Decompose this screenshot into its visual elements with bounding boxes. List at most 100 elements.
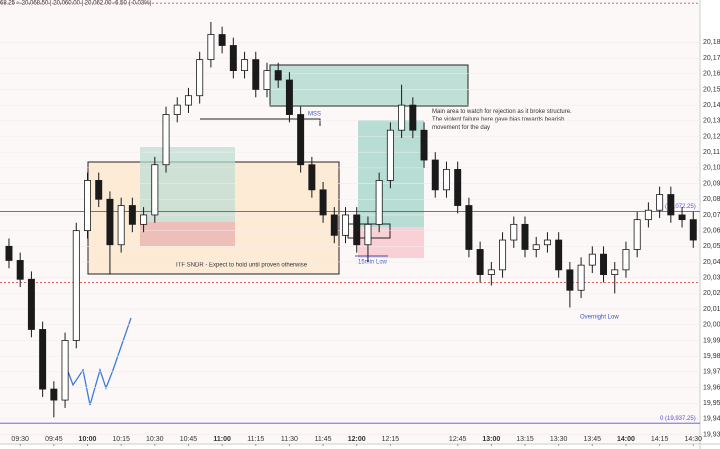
candle-body xyxy=(252,59,260,90)
y-tick-label: 20,050 xyxy=(703,243,720,250)
candle-body xyxy=(499,239,507,271)
x-tick-label: 13:30 xyxy=(550,436,568,443)
candle-body xyxy=(689,219,697,241)
candle-body xyxy=(274,70,282,81)
candle-body xyxy=(173,104,181,115)
y-tick-label: 20,140 xyxy=(703,102,720,109)
annotation: MSS xyxy=(308,112,321,118)
candle-body xyxy=(656,194,664,211)
x-tick-label: 12:15 xyxy=(382,436,400,443)
y-tick-label: 20,070 xyxy=(703,212,720,219)
annotation: Main area to watch for rejection as it b… xyxy=(432,109,573,131)
candle-body xyxy=(611,269,619,275)
candle-body xyxy=(420,129,428,161)
candle-body xyxy=(39,329,47,390)
y-tick-label: 19,930 xyxy=(703,431,720,438)
y-tick-label: 20,080 xyxy=(703,196,720,203)
annotation: ITF SNDR - Expect to hold until proven o… xyxy=(176,263,308,269)
candle-body xyxy=(241,59,249,72)
candle-body xyxy=(476,249,484,275)
x-tick-label: 13:45 xyxy=(584,436,602,443)
y-tick-label: 20,030 xyxy=(703,275,720,282)
y-tick-label: 19,940 xyxy=(703,416,720,423)
y-tick-label: 20,120 xyxy=(703,133,720,140)
y-tick-label: 19,970 xyxy=(703,369,720,376)
candle-body xyxy=(633,219,641,250)
candle-body xyxy=(386,129,394,181)
y-tick-label: 20,060 xyxy=(703,227,720,234)
header: 68.25 ≈ 20,068.50 | 20,060.00 | 20,062.0… xyxy=(0,1,152,7)
candle-body xyxy=(454,169,462,206)
candle-body xyxy=(442,169,450,191)
x-tick-label: 14:15 xyxy=(651,436,669,443)
candle-body xyxy=(218,34,226,46)
candle-body xyxy=(431,159,439,191)
candle-body xyxy=(162,114,170,166)
candle-body xyxy=(353,214,361,246)
mss-line xyxy=(200,118,321,126)
candle-body xyxy=(84,180,91,232)
candle-body xyxy=(184,95,192,106)
candle-body xyxy=(16,260,24,280)
y-tick-label: 19,960 xyxy=(703,384,720,391)
candle-body xyxy=(600,253,608,275)
candle-body xyxy=(510,223,518,241)
candle-body xyxy=(409,104,417,131)
candle-body xyxy=(375,180,383,225)
y-tick-label: 20,170 xyxy=(703,55,720,62)
x-tick-label: 14:30 xyxy=(685,436,703,443)
candle-body xyxy=(330,214,338,236)
x-tick-label: 11:30 xyxy=(281,436,298,443)
candle-body xyxy=(667,194,675,216)
x-tick-label: 14:00 xyxy=(617,436,635,443)
candle-body xyxy=(229,45,237,72)
x-tick-label: 13:15 xyxy=(516,436,534,443)
y-tick-label: 20,110 xyxy=(703,149,720,156)
y-tick-label: 19,980 xyxy=(703,353,720,360)
y-tick-label: 20,160 xyxy=(703,71,720,78)
candle-body xyxy=(308,164,316,191)
candle-body xyxy=(117,205,125,246)
candle-body xyxy=(50,388,58,401)
x-tick-label: 12:45 xyxy=(449,436,467,443)
candle-body xyxy=(566,269,574,291)
candle-body xyxy=(555,239,563,271)
candle-body xyxy=(342,214,349,236)
x-tick-label: 12:00 xyxy=(348,436,366,443)
rejection-box xyxy=(269,64,469,107)
annotation: Overnight Low xyxy=(580,315,619,321)
level-label: 0 (20,072.25) xyxy=(660,204,696,210)
x-tick-label: 10:45 xyxy=(180,436,198,443)
x-tick-label: 10:30 xyxy=(146,436,164,443)
y-tick-label: 20,010 xyxy=(703,306,720,313)
y-tick-label: 20,020 xyxy=(703,290,720,297)
y-tick-label: 20,150 xyxy=(703,86,720,93)
x-tick-label: 10:00 xyxy=(79,436,97,443)
candle-body xyxy=(577,264,585,291)
candle-body xyxy=(622,249,630,271)
candle-body xyxy=(487,269,495,275)
candle-body xyxy=(398,104,406,131)
candle-body xyxy=(588,253,596,266)
candle-body xyxy=(263,70,271,90)
x-tick-label: 11:00 xyxy=(213,436,231,443)
candle-body xyxy=(285,79,293,115)
candle-body xyxy=(297,114,305,166)
candle-body xyxy=(207,34,215,61)
x-tick-label: 09:45 xyxy=(45,436,63,443)
candle-body xyxy=(543,239,551,246)
candle-body xyxy=(196,59,204,97)
candle-body xyxy=(465,205,473,250)
candle-body xyxy=(106,198,114,246)
y-tick-label: 20,000 xyxy=(703,322,720,329)
annotation: 15min Low xyxy=(358,260,388,266)
y-tick-label: 20,130 xyxy=(703,118,720,125)
candle-body xyxy=(364,223,372,246)
candle-body xyxy=(95,180,103,200)
y-tick-label: 20,100 xyxy=(703,165,720,172)
x-tick-label: 10:15 xyxy=(112,436,130,443)
x-tick-label: 13:00 xyxy=(482,436,500,443)
y-tick-label: 20,180 xyxy=(703,39,720,46)
y-tick-label: 20,090 xyxy=(703,180,720,187)
